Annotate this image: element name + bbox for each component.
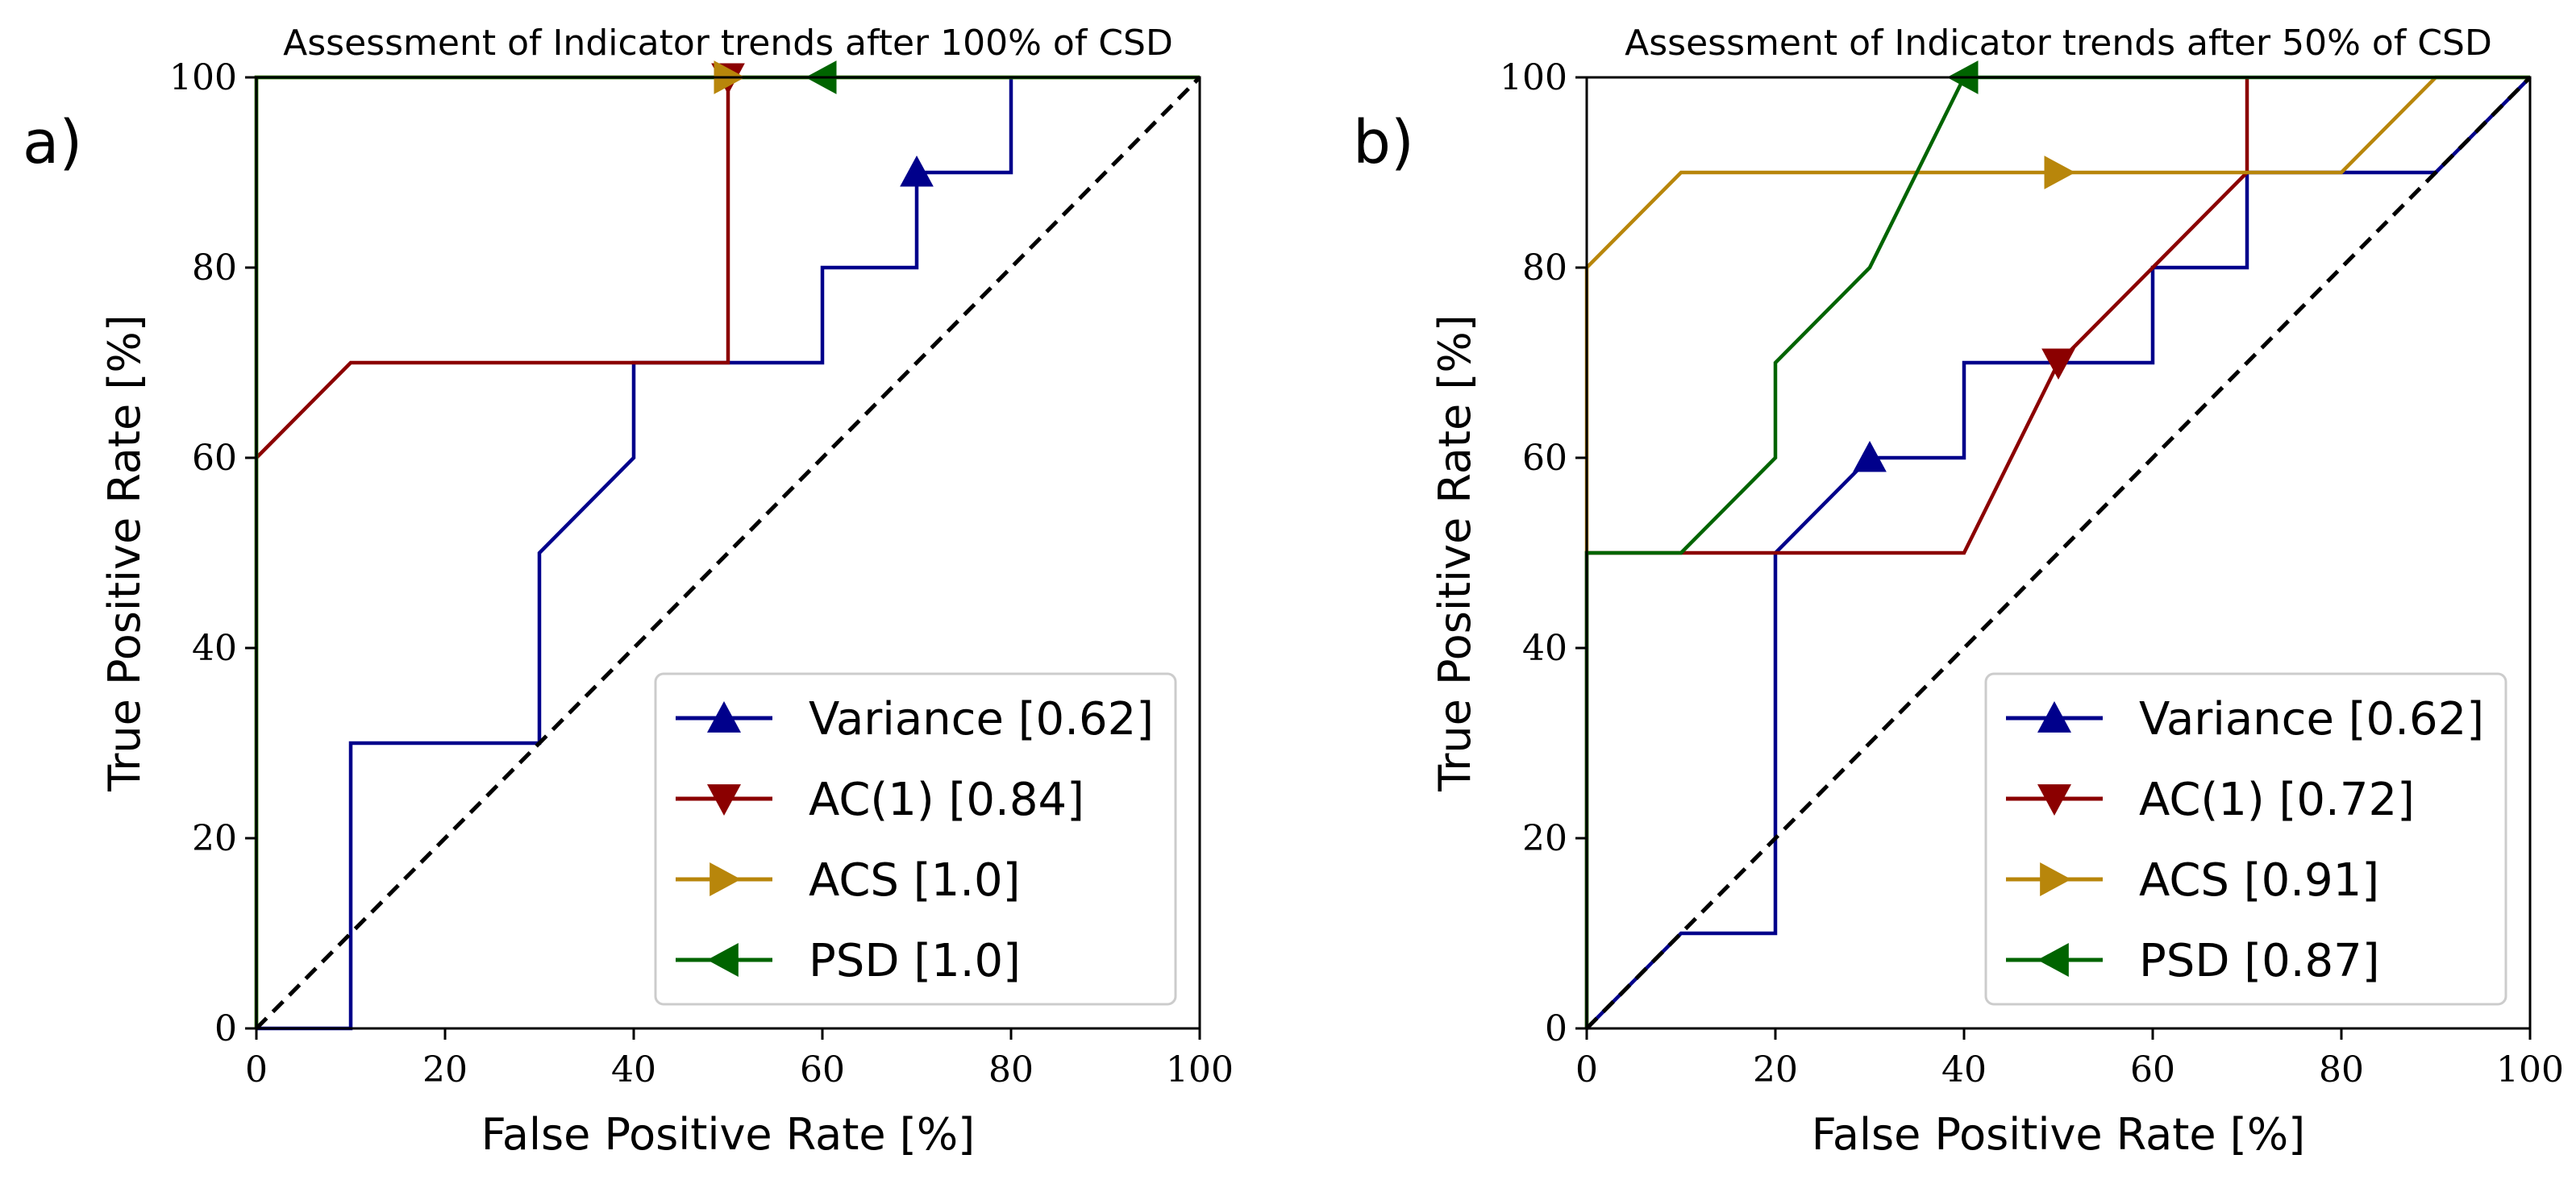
y-tick-label: 100 bbox=[169, 57, 237, 98]
legend-label: ACS [1.0] bbox=[809, 854, 1021, 907]
legend: Variance [0.62] AC(1) [0.84] ACS [1.0] PSD … bbox=[654, 672, 1177, 1006]
y-tick-label: 60 bbox=[1522, 438, 1567, 479]
legend-item: Variance [0.62] bbox=[676, 693, 1154, 746]
y-tick-label: 100 bbox=[1500, 57, 1567, 98]
legend-label: PSD [1.0] bbox=[809, 935, 1021, 987]
legend-item: AC(1) [0.72] bbox=[2006, 774, 2415, 826]
x-tick-label: 20 bbox=[422, 1049, 468, 1090]
panel-label: b) bbox=[1353, 108, 1414, 177]
legend-label: PSD [0.87] bbox=[2139, 935, 2380, 987]
panel-label: a) bbox=[23, 108, 82, 177]
series-line bbox=[255, 77, 730, 459]
y-tick-label: 40 bbox=[1522, 628, 1567, 669]
legend-marker bbox=[710, 862, 741, 896]
y-tick-label: 0 bbox=[214, 1008, 237, 1049]
legend-label: Variance [0.62] bbox=[2139, 693, 2484, 746]
legend-marker bbox=[2040, 862, 2071, 896]
chart-panel-b: Assessment of Indicator trends after 50%… bbox=[1353, 23, 2564, 1160]
series-line bbox=[1584, 75, 2530, 1028]
series-marker bbox=[1853, 440, 1887, 472]
legend-label: ACS [0.91] bbox=[2139, 854, 2379, 907]
legend-marker bbox=[2037, 784, 2071, 816]
legend-item: PSD [0.87] bbox=[2006, 935, 2380, 987]
x-tick-label: 40 bbox=[611, 1049, 656, 1090]
legend-box bbox=[1984, 672, 2507, 1006]
legend-item: ACS [0.91] bbox=[2006, 854, 2379, 907]
x-tick-label: 100 bbox=[2496, 1049, 2564, 1090]
x-tick-label: 60 bbox=[2130, 1049, 2175, 1090]
diagonal-reference-line bbox=[1585, 76, 2532, 1030]
y-axis-label: True Positive Rate [%] bbox=[1429, 314, 1480, 792]
y-tick-label: 20 bbox=[192, 818, 237, 859]
x-tick-label: 80 bbox=[988, 1049, 1034, 1090]
x-axis-label: False Positive Rate [%] bbox=[481, 1109, 975, 1160]
x-tick-label: 100 bbox=[1166, 1049, 1234, 1090]
x-tick-label: 40 bbox=[1941, 1049, 1987, 1090]
legend-marker bbox=[2037, 701, 2071, 733]
legend-box bbox=[654, 672, 1177, 1006]
legend-label: Variance [0.62] bbox=[809, 693, 1154, 746]
series-line bbox=[1584, 75, 2530, 553]
x-tick-label: 20 bbox=[1753, 1049, 1798, 1090]
axes-frame bbox=[255, 76, 1201, 1030]
legend-item: ACS [1.0] bbox=[676, 854, 1021, 907]
x-tick-label: 60 bbox=[800, 1049, 845, 1090]
axes-frame bbox=[1585, 76, 2532, 1030]
y-tick-label: 80 bbox=[1522, 247, 1567, 289]
y-tick-label: 60 bbox=[192, 438, 237, 479]
legend-marker bbox=[2037, 943, 2069, 977]
legend: Variance [0.62] AC(1) [0.72] ACS [0.91] PSD… bbox=[1984, 672, 2507, 1006]
series-marker bbox=[900, 155, 934, 187]
y-tick-label: 0 bbox=[1545, 1008, 1567, 1049]
series-marker bbox=[2041, 348, 2075, 380]
legend-item: Variance [0.62] bbox=[2006, 693, 2484, 746]
x-tick-label: 0 bbox=[1575, 1049, 1598, 1090]
diagonal-reference-line bbox=[255, 76, 1201, 1030]
y-tick-label: 40 bbox=[192, 628, 237, 669]
legend-marker bbox=[707, 943, 739, 977]
x-tick-label: 80 bbox=[2319, 1049, 2364, 1090]
legend-item: AC(1) [0.84] bbox=[676, 774, 1084, 826]
y-tick-label: 20 bbox=[1522, 818, 1567, 859]
legend-item: PSD [1.0] bbox=[676, 935, 1021, 987]
y-axis-label: True Positive Rate [%] bbox=[99, 314, 150, 792]
series-marker bbox=[2044, 156, 2076, 189]
y-tick-label: 80 bbox=[192, 247, 237, 289]
legend-marker bbox=[707, 784, 741, 816]
x-axis-label: False Positive Rate [%] bbox=[1812, 1109, 2305, 1160]
chart-title: Assessment of Indicator trends after 50%… bbox=[1625, 23, 2492, 64]
legend-label: AC(1) [0.72] bbox=[2139, 774, 2415, 826]
legend-marker bbox=[707, 701, 741, 733]
x-tick-label: 0 bbox=[245, 1049, 268, 1090]
legend-label: AC(1) [0.84] bbox=[809, 774, 1084, 826]
chart-panel-a: Assessment of Indicator trends after 100… bbox=[23, 23, 1234, 1160]
chart-title: Assessment of Indicator trends after 100… bbox=[283, 23, 1173, 64]
